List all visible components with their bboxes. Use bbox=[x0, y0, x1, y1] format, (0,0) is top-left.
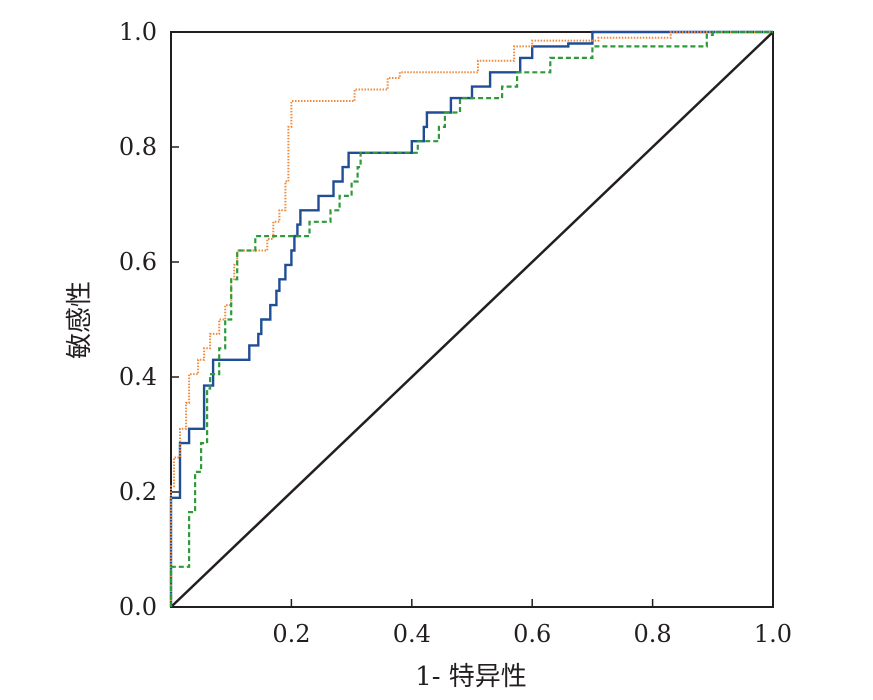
roc-curve-green bbox=[169, 30, 773, 607]
x-tick-label: 0.2 bbox=[272, 620, 310, 648]
y-tick-label: 0.8 bbox=[119, 133, 157, 161]
x-tick-label: 1.0 bbox=[754, 620, 792, 648]
y-tick-label: 1.0 bbox=[119, 18, 157, 46]
y-tick-label: 0.4 bbox=[119, 363, 157, 391]
y-tick-label: 0.0 bbox=[119, 593, 157, 621]
series-group bbox=[169, 30, 774, 608]
roc-curve-blue bbox=[169, 30, 773, 607]
x-tick-label: 0.8 bbox=[634, 620, 672, 648]
roc-curve-orange bbox=[170, 31, 773, 607]
y-tick-label: 0.6 bbox=[119, 248, 157, 276]
reference-diagonal-line bbox=[170, 31, 774, 608]
x-tick-label: 0.6 bbox=[513, 620, 551, 648]
axes-group: 0.0 0.2 0.4 0.6 0.8 1.0 0.2 0.4 0.6 0.8 1.0 bbox=[119, 18, 792, 648]
x-tick-label: 0.4 bbox=[393, 620, 431, 648]
x-axis-title: 1- 特异性 bbox=[415, 662, 527, 692]
plot-frame bbox=[170, 31, 774, 608]
y-tick-label: 0.2 bbox=[119, 478, 157, 506]
y-axis-title: 敏感性 bbox=[65, 281, 95, 359]
